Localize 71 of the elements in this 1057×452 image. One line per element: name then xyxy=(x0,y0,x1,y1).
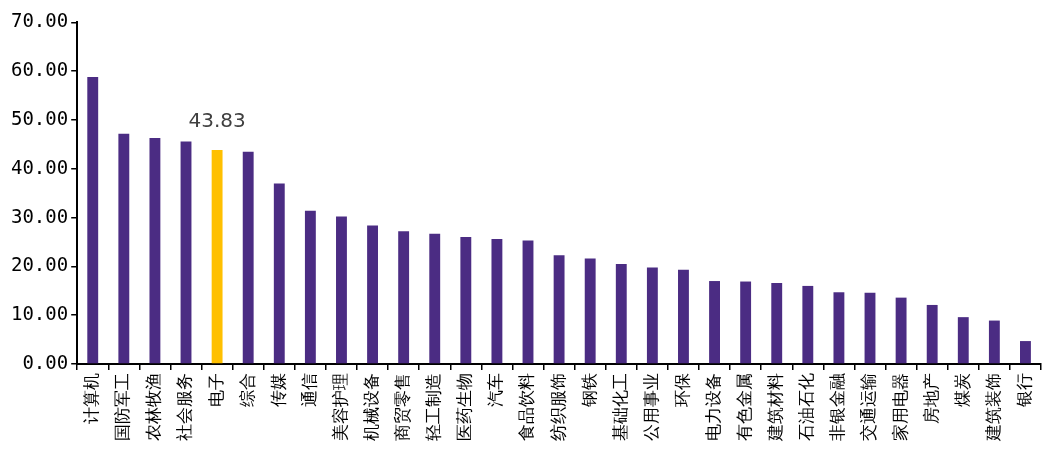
bar xyxy=(149,138,161,364)
bar xyxy=(802,285,814,364)
bar xyxy=(87,77,99,364)
x-tick-label: 商贸零售 xyxy=(392,373,413,441)
bar xyxy=(460,237,472,364)
x-tick-label: 银行 xyxy=(1013,373,1034,408)
y-tick-label: 60.00 xyxy=(10,58,69,81)
x-tick-label: 石油石化 xyxy=(796,373,817,441)
bar xyxy=(553,255,565,364)
x-tick-label: 房地产 xyxy=(920,373,941,424)
bar xyxy=(1020,341,1031,364)
x-tick-label: 食品饮料 xyxy=(516,373,537,441)
bar xyxy=(709,281,720,364)
x-tick-label: 有色金属 xyxy=(734,373,755,441)
bar xyxy=(615,263,627,364)
x-tick-label: 医药生物 xyxy=(454,373,475,441)
x-tick-label: 综合 xyxy=(236,373,257,407)
bar xyxy=(740,281,752,364)
x-tick-label: 建筑材料 xyxy=(765,373,786,442)
bar xyxy=(522,240,534,364)
x-tick-label: 基础化工 xyxy=(609,373,630,441)
bar xyxy=(429,233,441,364)
x-tick-label: 计算机 xyxy=(81,373,102,424)
bar xyxy=(864,292,876,364)
bar xyxy=(833,292,845,364)
x-tick-label: 汽车 xyxy=(485,373,506,407)
x-tick-label: 公用事业 xyxy=(640,373,661,441)
bar xyxy=(242,151,254,364)
x-tick-label: 农林牧渔 xyxy=(143,373,164,441)
bar xyxy=(118,133,130,364)
x-tick-label: 电子 xyxy=(205,373,226,407)
y-tick-label: 30.00 xyxy=(10,204,69,227)
y-tick-label: 10.00 xyxy=(10,302,69,325)
bar xyxy=(398,231,410,364)
x-tick-label: 国防军工 xyxy=(112,373,133,441)
bar xyxy=(957,317,969,364)
x-tick-label: 机械设备 xyxy=(360,373,381,441)
y-tick-label: 50.00 xyxy=(10,106,69,129)
bar xyxy=(273,183,285,364)
y-tick-label: 70.00 xyxy=(10,9,69,32)
bar xyxy=(367,225,378,364)
bar xyxy=(646,267,658,364)
x-tick-label: 电力设备 xyxy=(702,373,723,441)
bar xyxy=(678,269,689,364)
y-tick-label: 40.00 xyxy=(10,155,69,178)
data-label: 43.83 xyxy=(188,108,246,133)
bar xyxy=(180,141,192,364)
x-tick-label: 钢铁 xyxy=(578,373,599,408)
x-tick-label: 家用电器 xyxy=(889,373,910,441)
bar xyxy=(926,304,938,364)
x-tick-label: 通信 xyxy=(298,373,319,407)
bar xyxy=(584,258,596,364)
y-tick-label: 20.00 xyxy=(10,253,69,276)
x-tick-label: 传媒 xyxy=(267,373,288,407)
y-tick-label: 0.00 xyxy=(22,350,69,373)
bar xyxy=(895,297,907,364)
x-tick-label: 轻工制造 xyxy=(423,373,444,441)
bar xyxy=(491,239,503,364)
x-tick-label: 煤炭 xyxy=(951,373,972,407)
bar xyxy=(211,150,223,364)
bar xyxy=(771,282,783,364)
x-tick-label: 社会服务 xyxy=(174,373,195,441)
bar xyxy=(988,320,1000,364)
x-tick-label: 交通运输 xyxy=(858,373,879,441)
bar xyxy=(336,216,347,364)
x-tick-label: 建筑装饰 xyxy=(982,373,1003,442)
bar xyxy=(304,210,316,364)
x-tick-label: 非银金融 xyxy=(827,373,848,441)
x-tick-label: 纺织服饰 xyxy=(547,373,568,441)
x-tick-label: 美容护理 xyxy=(329,373,350,441)
x-tick-label: 环保 xyxy=(671,373,692,407)
